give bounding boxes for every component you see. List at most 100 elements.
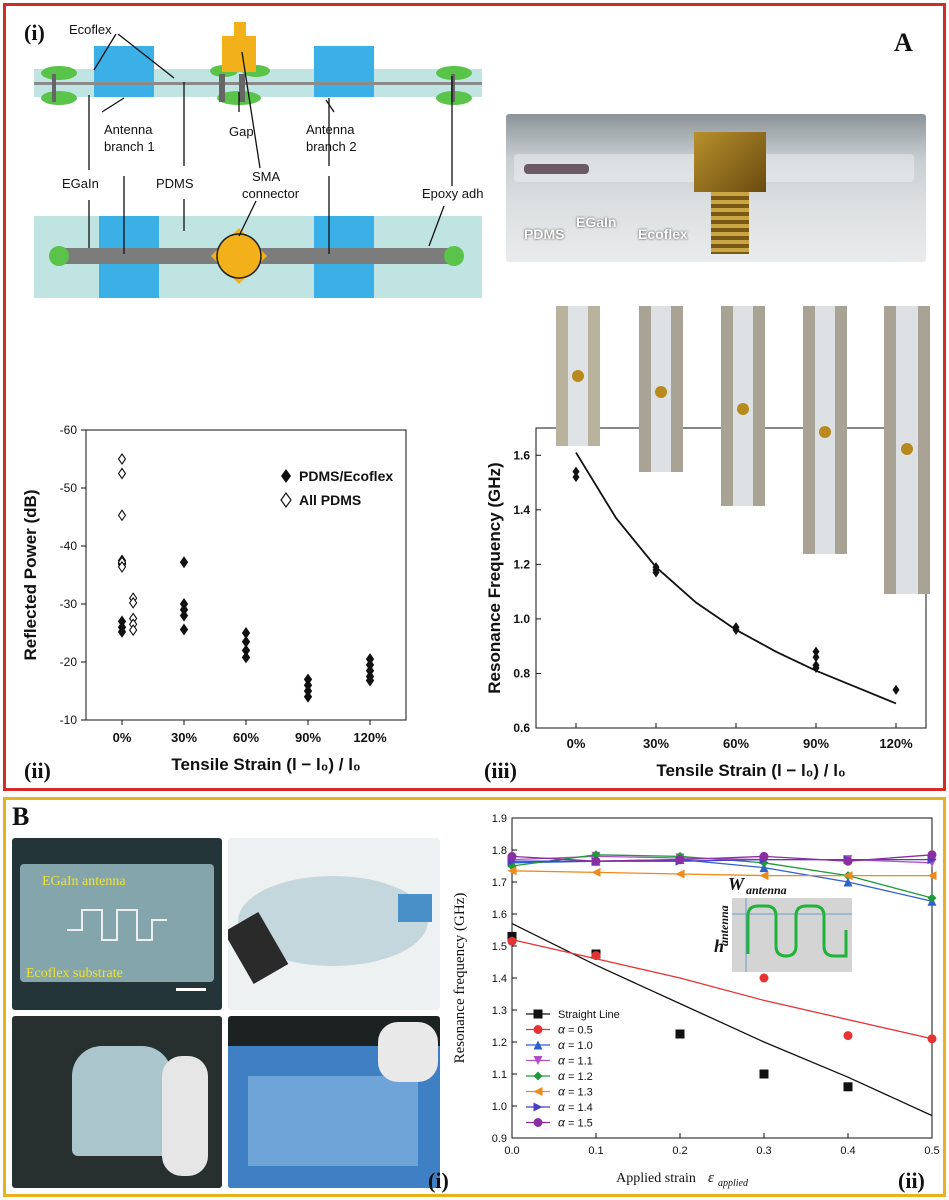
photo-label-ecoflex-substrate: Ecoflex substrate [26, 966, 123, 981]
chart-bii-legend-marker [533, 1009, 543, 1019]
chart-bii-point [927, 850, 937, 860]
photo-sma-thread [711, 192, 749, 254]
photo-antenna-trace [67, 909, 167, 941]
schematic-label-pdms: PDMS [156, 176, 194, 191]
chart-bii-point [507, 936, 517, 946]
chart-bii-point [675, 869, 685, 879]
schematic-label-egain: EGaIn [62, 176, 99, 191]
chart-bii-point [843, 1031, 853, 1041]
chart-bii-point [927, 1034, 937, 1044]
chart-bii-ylabel: Resonance frequency (GHz) [452, 893, 468, 1064]
chart-ii-point-all-pdms [117, 467, 127, 480]
chart-bii-point [675, 1029, 685, 1039]
chart-ii-point-all-pdms [117, 509, 127, 522]
scale-bar [176, 988, 206, 991]
chart-bii-point [507, 931, 517, 941]
chart-bii-xtick-label: 0.3 [756, 1145, 771, 1157]
photo-label-egain: EGaIn [576, 214, 617, 230]
strain-photo-sma [572, 370, 584, 382]
chart-bii-xtick-label: 0.0 [504, 1145, 519, 1157]
chart-bii-ytick-label: 1.3 [492, 1005, 507, 1017]
chart-bii-series-line [511, 858, 933, 902]
chart-bii-point [591, 951, 601, 961]
chart-iii-ylabel: Resonance Frequency (GHz) [485, 462, 504, 693]
chart-bii-point [843, 877, 853, 887]
chart-iii-point [812, 646, 820, 657]
chart-bii-point [759, 851, 769, 861]
chart-bii-legend-label: = 1.0 [568, 1040, 593, 1052]
chart-bii-legend-label: = 1.2 [568, 1071, 593, 1083]
chart-ii-xtick-label: 120% [353, 730, 387, 745]
chart-ii-xtick-label: 60% [233, 730, 259, 745]
chart-iii-xtick-label: 30% [643, 736, 669, 751]
chart-bii-ytick-label: 1.5 [492, 941, 507, 953]
chart-bii-point [591, 867, 601, 877]
chart-iii-ytick-label: 0.6 [513, 721, 530, 735]
chart-iii-point [572, 466, 580, 477]
schematic-top-blue-right [314, 46, 374, 97]
reflected-power-chart: -60 -50 -40 -30 -20 -10 0% 30% 60% 90% 120% Refle… [21, 423, 407, 774]
photo-sma-body [694, 132, 766, 192]
chart-iii-ytick-label: 0.8 [513, 666, 530, 680]
chart-bii-xtick-label: 0.2 [672, 1145, 687, 1157]
strain-photo-sma [901, 443, 913, 455]
chart-ii-ytick-label: -10 [60, 713, 78, 727]
photo-stretched [228, 838, 440, 1010]
chart-ii-point-pdms-ecoflex [303, 690, 313, 703]
panel-b-sub-ii-label: (ii) [898, 1168, 925, 1193]
panel-a-letter: A [894, 28, 913, 57]
photo-bent-substrate [72, 1046, 172, 1156]
resonance-vs-applied-strain-chart: 0.9 1.0 1.1 1.2 1.3 1.4 1.5 1.6 1.7 1.8 1.9 0.0 0.1… [452, 813, 940, 1189]
chart-ii-xtick-label: 0% [113, 730, 132, 745]
photo-glove-2 [378, 1022, 438, 1082]
chart-bii-legend-label: = 1.3 [568, 1087, 593, 1099]
chart-bii-series-line [511, 854, 933, 862]
panel-a-sub-i-label: (i) [24, 20, 45, 45]
antenna-schematic: Ecoflex Antenna branch 1 Gap Antenna bra… [34, 22, 483, 298]
chart-iii-point [812, 663, 820, 673]
schematic-post [52, 74, 56, 102]
strain-photo-series [556, 306, 930, 594]
chart-bii-legend-label: = 0.5 [568, 1025, 593, 1037]
chart-bii-legend-label: = 1.5 [568, 1118, 593, 1130]
schematic-label-antenna1: Antenna [104, 122, 153, 137]
chart-bii-point [843, 856, 853, 866]
schematic-top-antenna-line [34, 82, 482, 85]
chart-bii-legend-symbol: α [558, 1023, 566, 1037]
schematic-label-gap: Gap [229, 124, 254, 139]
chart-bii-legend-symbol: α [558, 1038, 566, 1052]
photo-patch [248, 1076, 418, 1166]
epoxy-dot [436, 66, 472, 80]
chart-iii-xtick-label: 90% [803, 736, 829, 751]
chart-iii-ytick-label: 1.6 [513, 448, 530, 462]
chart-bii-xtick-label: 0.5 [924, 1145, 939, 1157]
chart-bii-series-line [511, 923, 933, 1117]
inset-h-sub: antenna [717, 905, 731, 946]
chart-ii-ytick-label: -60 [60, 423, 78, 437]
chart-bii-legend-marker [533, 1040, 543, 1050]
inset-h-label: h [714, 936, 724, 956]
chart-bii-point [759, 863, 769, 873]
sma-connector-circle [216, 233, 262, 279]
schematic-label-antenna2: Antenna [306, 122, 355, 137]
chart-bii-point [759, 973, 769, 983]
chart-ii-point-pdms-ecoflex [179, 623, 189, 636]
chart-bii-point [759, 871, 769, 881]
chart-bii-legend-symbol: α [558, 1100, 566, 1114]
chart-ii-point-pdms-ecoflex [365, 674, 375, 687]
chart-iii-xlabel: Tensile Strain (l − l₀) / l₀ [656, 761, 845, 780]
chart-bii-xlabel-sub: applied [718, 1178, 749, 1189]
chart-ii-legend-2: All PDMS [299, 492, 361, 508]
photo-label-egain-antenna: EGaIn antenna [42, 874, 126, 889]
chart-ii-point-pdms-ecoflex [179, 556, 189, 569]
chart-bii-legend-marker [533, 1087, 543, 1096]
chart-bii-xlabel-symbol: ε [708, 1170, 714, 1186]
chart-ii-xlabel: Tensile Strain (l − l₀) / l₀ [171, 755, 360, 774]
chart-ii-point-all-pdms [117, 453, 127, 465]
chart-ii-ytick-label: -20 [60, 655, 78, 669]
chart-bii-legend-symbol: α [558, 1085, 566, 1099]
chart-bii-point [591, 856, 601, 866]
chart-ii-point-pdms-ecoflex [241, 651, 251, 664]
chart-iii-ytick-label: 1.0 [513, 612, 530, 626]
schematic-label-ecoflex: Ecoflex [69, 22, 112, 37]
